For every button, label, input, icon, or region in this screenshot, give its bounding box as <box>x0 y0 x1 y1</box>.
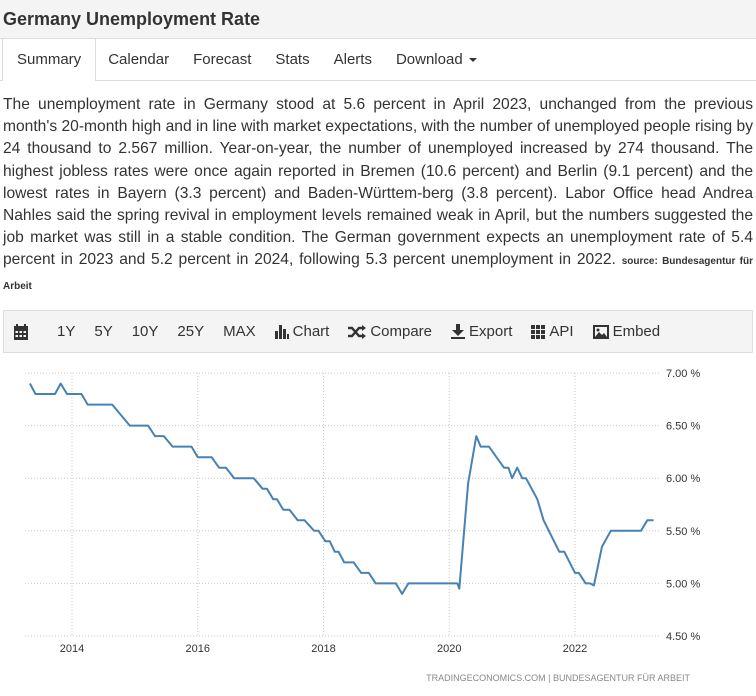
compare-label: Compare <box>370 323 433 340</box>
y-tick-label: 4.50 % <box>666 631 700 643</box>
tab-alerts[interactable]: Alerts <box>333 51 372 68</box>
shuffle-icon <box>348 324 367 339</box>
range-25y-button[interactable]: 25Y <box>177 323 205 340</box>
x-tick-label: 2020 <box>437 643 461 655</box>
page-header: Germany Unemployment Rate <box>0 0 756 39</box>
tab-download-label: Download <box>395 51 463 68</box>
embed-button[interactable]: Embed <box>592 323 661 340</box>
caret-down-icon <box>468 58 477 63</box>
tab-calendar[interactable]: Calendar <box>108 51 170 68</box>
api-button[interactable]: API <box>531 323 574 340</box>
page-title: Germany Unemployment Rate <box>3 9 261 29</box>
summary-text: The unemployment rate in Germany stood a… <box>3 94 753 298</box>
tab-stats[interactable]: Stats <box>275 51 310 68</box>
unemployment-chart: 4.50 % 5.00 % 5.50 % 6.00 % 6.50 % 7.00 % 2014… <box>0 355 756 696</box>
y-tick-label: 5.50 % <box>666 526 700 538</box>
summary-body: The unemployment rate in Germany stood a… <box>3 96 753 269</box>
tab-forecast[interactable]: Forecast <box>193 51 252 68</box>
y-tick-label: 6.00 % <box>666 473 700 485</box>
source-note: source: Bundesagentur für Arbeit <box>3 256 753 292</box>
y-tick-label: 6.50 % <box>666 421 700 433</box>
x-tick-label: 2016 <box>186 643 210 655</box>
tab-download[interactable]: Download <box>384 39 489 80</box>
range-1y-button[interactable]: 1Y <box>57 323 76 340</box>
y-tick-label: 5.00 % <box>666 578 700 590</box>
export-button[interactable]: Export <box>451 323 512 340</box>
tab-bar: Summary Calendar Forecast Stats Alerts D… <box>0 39 756 81</box>
download-icon <box>451 324 466 339</box>
y-tick-label: 7.00 % <box>666 368 700 380</box>
chart-button[interactable]: Chart <box>274 323 330 340</box>
x-tick-label: 2014 <box>60 643 84 655</box>
bar-chart-icon <box>274 324 289 339</box>
x-tick-label: 2022 <box>563 643 587 655</box>
range-max-button[interactable]: MAX <box>223 323 256 340</box>
chart-toolbar: 1Y 5Y 10Y 25Y MAX Chart Compare Export A… <box>3 310 753 353</box>
calendar-icon[interactable] <box>14 323 32 340</box>
series-line-unemployment-rate <box>29 382 654 595</box>
x-tick-label: 2018 <box>311 643 335 655</box>
compare-button[interactable]: Compare <box>348 323 432 340</box>
image-icon <box>592 324 609 339</box>
export-label: Export <box>469 323 513 340</box>
chart-label: Chart <box>292 323 330 340</box>
chart-credit: TRADINGECONOMICS.COM | BUNDESAGENTUR FÜR… <box>426 673 690 683</box>
grid-icon <box>531 324 546 339</box>
embed-label: Embed <box>612 323 661 340</box>
range-10y-button[interactable]: 10Y <box>131 323 159 340</box>
api-label: API <box>549 323 574 340</box>
chart-svg: 4.50 % 5.00 % 5.50 % 6.00 % 6.50 % 7.00 % 2014… <box>25 368 700 683</box>
range-5y-button[interactable]: 5Y <box>94 323 113 340</box>
tab-summary[interactable]: Summary <box>2 39 97 81</box>
